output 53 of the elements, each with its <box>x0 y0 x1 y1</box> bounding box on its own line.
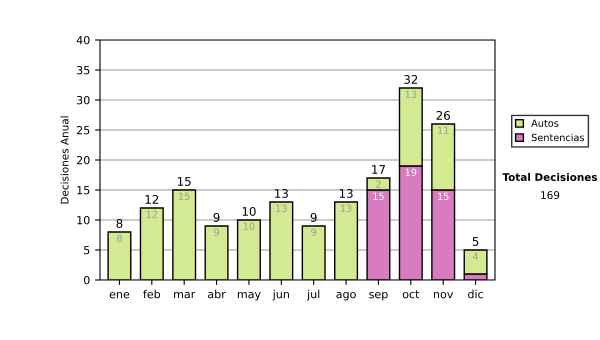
total-label: 9 <box>214 212 220 222</box>
x-tick-label: ago <box>336 292 356 300</box>
total-label: 12 <box>146 194 158 204</box>
y-tick-label: 10 <box>77 216 90 224</box>
y-tick-label: 0 <box>84 276 90 284</box>
y-axis-title: Decisiones Anual <box>60 116 69 204</box>
x-tick-label: jul <box>306 290 320 300</box>
data-label: 19 <box>406 168 416 176</box>
y-tick-label: 15 <box>77 186 90 194</box>
data-label: 9 <box>311 228 316 236</box>
total-label: 5 <box>472 237 478 246</box>
x-tick-label: sep <box>369 292 388 300</box>
y-tick-label: 20 <box>76 156 90 164</box>
x-tick-label: mar <box>174 292 196 298</box>
x-tick-label: may <box>238 292 261 300</box>
text: Total Decisiones <box>502 172 598 182</box>
legend-label: Autos <box>531 120 558 127</box>
total-label: 10 <box>242 206 256 216</box>
y-tick-label: 40 <box>76 36 90 44</box>
data-label: 13 <box>340 204 352 212</box>
data-label: 15 <box>179 192 190 200</box>
data-label: 8 <box>116 234 122 242</box>
total-label: 15 <box>178 177 191 186</box>
x-tick-label: oct <box>402 290 420 298</box>
data-label: 2 <box>376 180 381 188</box>
data-label: 9 <box>214 228 219 236</box>
total-label: 13 <box>275 188 288 198</box>
x-tick-label: jun <box>272 290 289 300</box>
total-label: 32 <box>404 74 418 84</box>
y-tick-label: 30 <box>76 96 90 104</box>
data-label: 10 <box>244 222 254 230</box>
data-label: 12 <box>146 210 158 218</box>
y-tick-label: 5 <box>84 246 90 254</box>
data-label: 4 <box>472 252 478 260</box>
x-tick-label: ene <box>110 292 130 298</box>
y-tick-label: 35 <box>76 66 90 74</box>
data-label: 13 <box>406 90 416 98</box>
data-label: 11 <box>438 126 448 134</box>
total-label: 17 <box>372 165 385 174</box>
data-label: 13 <box>276 204 287 212</box>
x-tick-label: dic <box>468 290 484 298</box>
total-label: 26 <box>436 110 450 120</box>
text: 169 <box>541 191 560 200</box>
total-label: 8 <box>116 218 122 228</box>
x-tick-label: abr <box>208 290 226 298</box>
legend-label: Sentencias <box>532 134 584 142</box>
total-label: 9 <box>310 212 317 222</box>
data-label: 15 <box>373 192 384 200</box>
x-tick-label: nov <box>434 292 454 298</box>
data-label: 15 <box>438 192 449 200</box>
y-tick-label: 25 <box>76 126 90 134</box>
x-tick-label: feb <box>143 290 160 298</box>
total-label: 13 <box>340 188 353 198</box>
